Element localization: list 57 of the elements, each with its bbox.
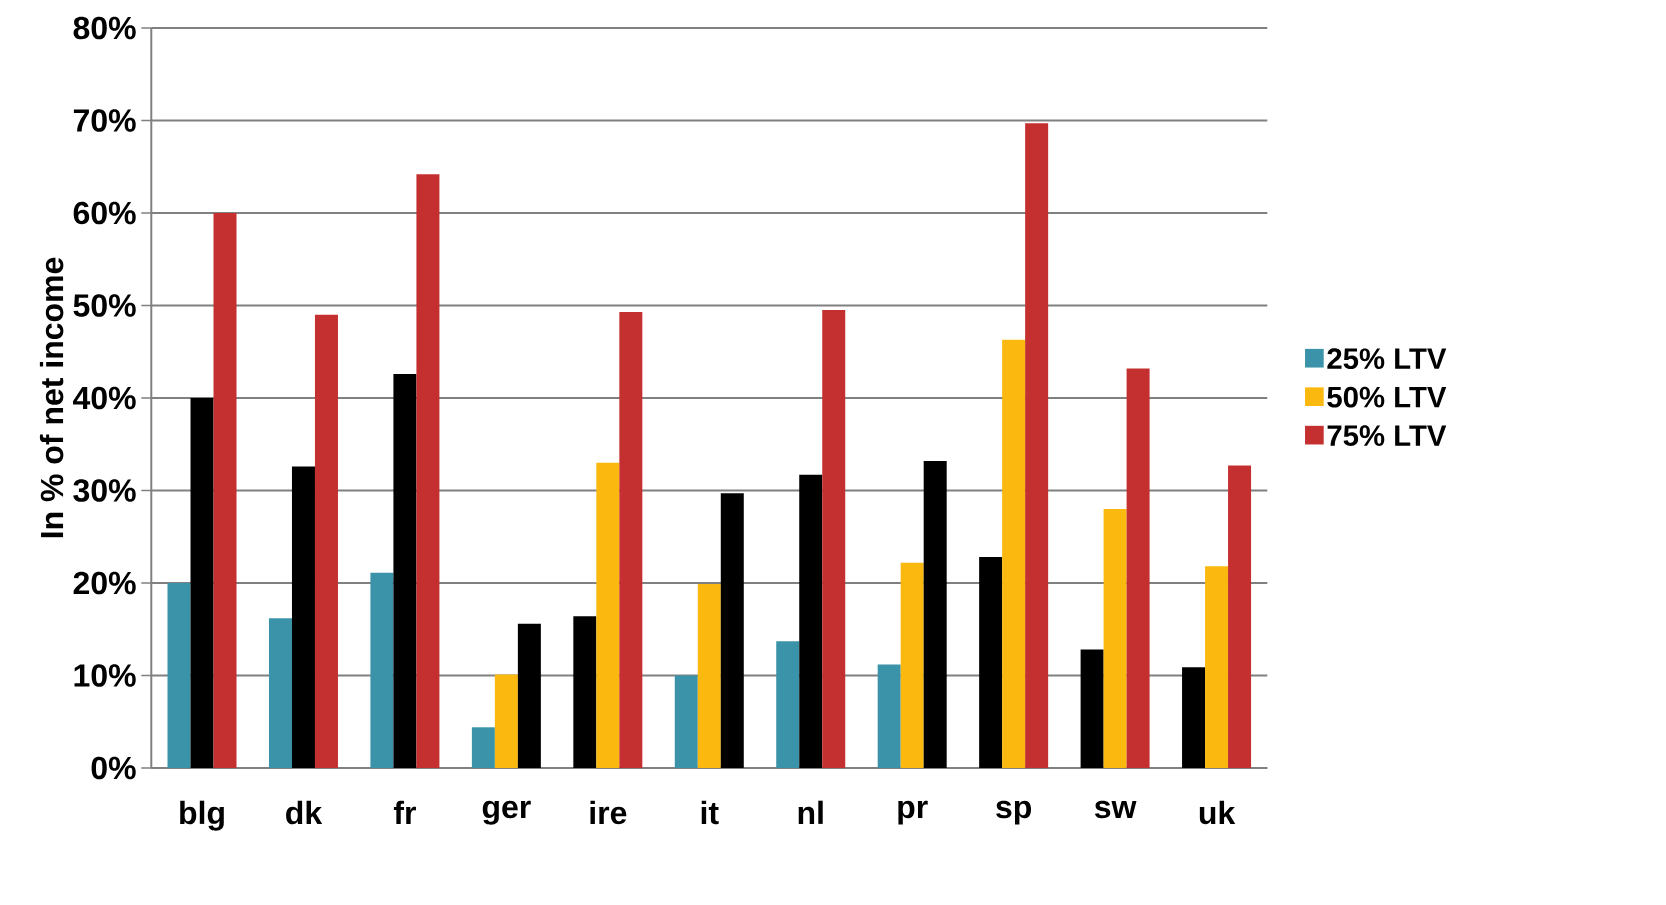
legend-label: 25% LTV xyxy=(1327,348,1447,370)
x-tick-label: ger xyxy=(482,800,531,825)
bar xyxy=(370,572,394,768)
bar xyxy=(1002,339,1026,768)
bar xyxy=(799,474,823,768)
bar xyxy=(877,664,901,768)
y-tick-label: 0% xyxy=(91,756,136,780)
bar xyxy=(517,623,541,768)
bar xyxy=(697,583,721,768)
legend-label: 50% LTV xyxy=(1327,386,1447,408)
y-tick-label: 40% xyxy=(73,386,136,410)
y-tick-label: 50% xyxy=(73,294,136,317)
x-tick-label: dk xyxy=(286,800,323,825)
x-tick-label: it xyxy=(701,800,719,825)
bar xyxy=(1080,649,1104,768)
bar xyxy=(776,641,800,768)
legend-label: 75% LTV xyxy=(1327,425,1447,446)
bar xyxy=(923,460,947,768)
bar xyxy=(900,562,924,768)
y-tick-label: 30% xyxy=(73,479,136,502)
x-tick-label: blg xyxy=(180,800,224,831)
x-tick-label: pr xyxy=(898,800,928,825)
x-tick-label: nl xyxy=(798,800,823,824)
y-tick-label: 10% xyxy=(74,664,136,687)
bar xyxy=(1182,667,1206,768)
bar xyxy=(619,311,643,768)
bar xyxy=(416,174,440,768)
bar xyxy=(268,618,292,768)
bar xyxy=(720,493,744,768)
y-axis-title: In % of net income xyxy=(39,257,64,538)
x-tick-label: ire xyxy=(590,800,627,825)
bar xyxy=(213,212,237,768)
bar xyxy=(596,462,620,768)
bar xyxy=(190,397,214,768)
bar xyxy=(167,582,191,768)
bar xyxy=(822,310,846,768)
bar xyxy=(1205,566,1229,768)
bar xyxy=(1103,508,1127,768)
bar xyxy=(471,727,495,768)
x-tick-label: sw xyxy=(1094,800,1137,819)
bar xyxy=(393,373,417,768)
bar xyxy=(674,675,698,768)
y-tick-label: 20% xyxy=(73,571,136,595)
x-tick-label: uk xyxy=(1199,800,1236,825)
x-tick-label: fr xyxy=(393,800,416,824)
bar xyxy=(314,314,338,768)
bar xyxy=(494,674,518,768)
bar xyxy=(979,557,1003,768)
bar xyxy=(1228,465,1252,768)
y-tick-label: 70% xyxy=(73,109,136,132)
x-tick-label: sp xyxy=(996,800,1031,825)
y-tick-label: 60% xyxy=(73,201,136,225)
bar xyxy=(1025,123,1049,768)
bar xyxy=(1126,368,1150,768)
bar xyxy=(291,466,315,768)
bar xyxy=(573,616,597,768)
y-tick-label: 80% xyxy=(73,16,136,40)
